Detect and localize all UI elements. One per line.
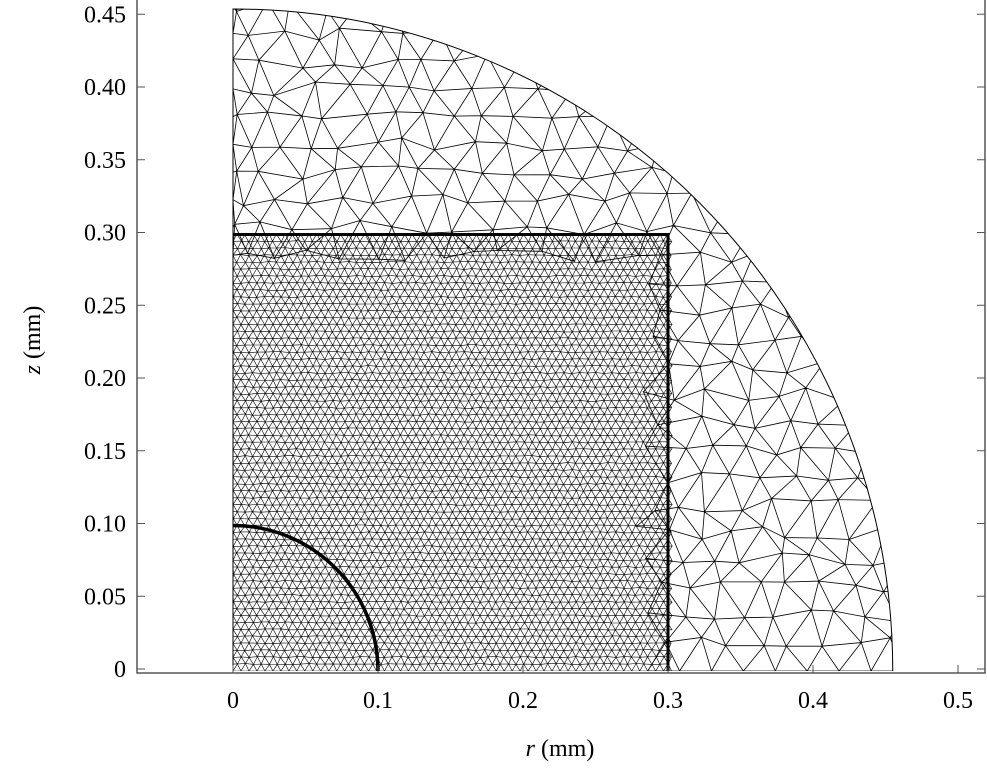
x-tick-label: 0.4 — [798, 688, 828, 714]
square-boundary — [233, 233, 670, 671]
y-tick-label: 0.40 — [84, 75, 126, 101]
x-tick-label: 0.3 — [653, 688, 683, 714]
y-tick-label: 0 — [114, 657, 126, 683]
y-tick-label: 0.15 — [84, 439, 126, 465]
region-boundaries — [232, 233, 670, 672]
y-axis-label: z (mm) — [20, 306, 46, 376]
y-tick-label: 0.05 — [84, 584, 126, 610]
y-tick-label: 0.20 — [84, 366, 126, 392]
x-tick-label: 0.5 — [943, 688, 973, 714]
x-axis-label: r (mm) — [526, 736, 595, 762]
x-tick-label: 0 — [227, 688, 239, 714]
x-tick-label: 0.2 — [508, 688, 538, 714]
fine-mesh — [233, 233, 673, 672]
inner-circle-boundary — [232, 523, 380, 672]
x-tick-label: 0.1 — [363, 688, 393, 714]
ticks: 0 0.1 0.2 0.3 0.4 0.5 0 0.05 0.10 0.15 0.20 0.25 0.3… — [84, 2, 985, 714]
y-tick-label: 0.10 — [84, 512, 126, 538]
y-tick-label: 0.30 — [84, 221, 126, 247]
y-tick-label: 0.25 — [84, 293, 126, 319]
outer-arc — [232, 8, 894, 672]
y-tick-label: 0.35 — [84, 148, 126, 174]
y-tick-label: 0.45 — [84, 2, 126, 28]
axes-frame — [136, 0, 986, 674]
